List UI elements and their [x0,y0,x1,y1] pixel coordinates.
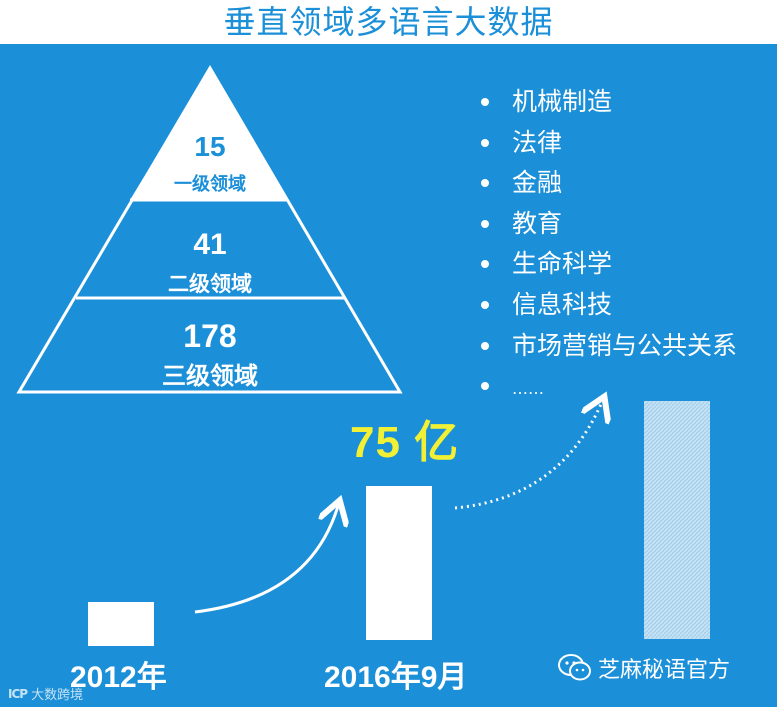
title-bar [0,0,777,44]
year-label-2016: 2016年9月 [324,661,468,694]
list-item: 市场营销与公共关系 [478,326,737,367]
growth-arrow-dotted [454,402,602,510]
growth-arrow-solid [194,506,338,614]
bullet-icon [481,98,489,106]
domain-list: 机械制造 法律 金融 教育 生命科学 信息科技 市场营销与公共关系 …… [478,82,737,407]
year-label-2012: 2012年 [70,661,167,694]
tier-1-label: 一级领域 [174,174,246,195]
bar-2016 [366,486,432,640]
bullet-icon [481,260,489,269]
tier-2-label: 二级领域 [168,272,252,296]
bullet-icon [481,179,489,188]
bullet-icon [481,300,489,309]
watermark-logo: ICP [8,686,28,701]
list-item: …… [478,366,737,407]
bar-2012 [88,602,154,646]
bullet-icon [481,219,489,228]
list-item: 机械制造 [478,82,737,123]
tier-1-number: 15 [194,131,226,162]
list-item: 金融 [478,163,737,204]
watermark-right-text: 芝麻秘语官方 [598,658,731,683]
infographic-canvas [16,65,710,646]
pyramid-tier-1 [130,68,288,200]
bar-future [644,401,710,639]
list-item: 法律 [478,123,737,164]
highlight-value: 75 亿 [350,418,460,467]
bullet-icon [481,341,489,350]
tier-3-number: 178 [183,318,237,354]
wechat-icon [558,654,591,681]
list-item: 信息科技 [478,285,737,326]
bullet-icon [481,138,489,147]
pyramid-outline [16,65,403,394]
page-title: 垂直领域多语言大数据 [223,3,554,41]
tier-2-number: 41 [193,228,227,261]
list-item: 生命科学 [478,244,737,285]
tier-3-label: 三级领域 [162,362,258,390]
watermark-left-text: 大数跨境 [31,688,84,703]
bullet-icon [481,382,489,391]
list-item: 教育 [478,204,737,245]
watermark-left: ICP 大数跨境 [8,684,84,704]
watermark-right: 芝麻秘语官方 [558,652,730,684]
